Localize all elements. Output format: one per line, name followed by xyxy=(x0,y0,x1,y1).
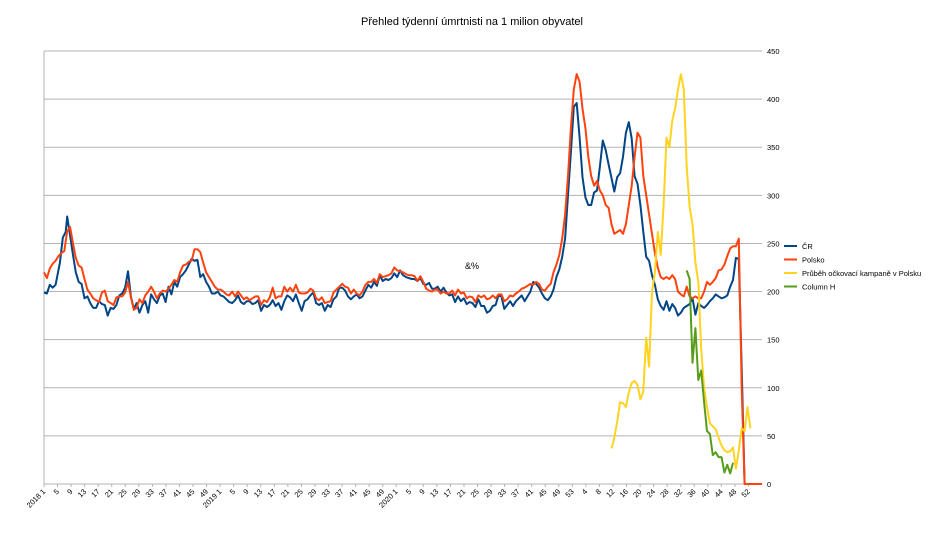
legend: ČR Polsko Průběh očkovací kampaně v Polsku… xyxy=(784,242,921,292)
series-line-2 xyxy=(610,73,752,470)
y-tick-label: 400 xyxy=(767,95,780,104)
x-tick-label: 25 xyxy=(293,487,305,499)
x-tick-label: 25 xyxy=(469,487,481,499)
x-tick-label: 41 xyxy=(171,487,183,499)
x-tick-label: 21 xyxy=(455,487,467,499)
x-tick-label: 16 xyxy=(618,487,630,499)
x-tick-label: 2018 1 xyxy=(25,487,48,510)
x-tick-label: 17 xyxy=(89,487,101,499)
x-tick-label: 37 xyxy=(333,487,345,499)
gridlines xyxy=(44,50,762,485)
x-tick-label: 13 xyxy=(252,487,264,499)
x-tick-label: 13 xyxy=(76,487,88,499)
x-tick-label: 33 xyxy=(320,487,332,499)
x-tick-label: 29 xyxy=(482,487,494,499)
x-tick-label: 5 xyxy=(228,487,237,496)
x-tick-label: 17 xyxy=(265,487,277,499)
y-tick-label: 150 xyxy=(767,336,780,345)
chart-title: Přehled týdenní úmrtnisti na 1 milion ob… xyxy=(361,16,583,28)
x-tick-label: 37 xyxy=(157,487,169,499)
x-tick-label: 33 xyxy=(496,487,508,499)
y-tick-label: 50 xyxy=(767,432,775,441)
chart-annotation: &% xyxy=(465,261,479,271)
x-tick-label: 33 xyxy=(144,487,156,499)
x-tick-label: 25 xyxy=(116,487,128,499)
y-tick-label: 0 xyxy=(767,480,771,489)
series-lines xyxy=(43,73,762,485)
x-tick-label: 28 xyxy=(658,487,670,499)
x-tick-label: 9 xyxy=(241,487,250,496)
x-tick-label: 53 xyxy=(563,487,575,499)
x-tick-label: 45 xyxy=(536,487,548,499)
legend-label: Column H xyxy=(802,283,835,292)
x-tick-label: 32 xyxy=(672,487,684,499)
x-tick-label: 37 xyxy=(509,487,521,499)
x-tick-label: 24 xyxy=(645,487,657,499)
x-tick-label: 5 xyxy=(52,487,61,496)
x-tick-label: 45 xyxy=(184,487,196,499)
x-tick-label: 13 xyxy=(428,487,440,499)
y-tick-label: 300 xyxy=(767,191,780,200)
x-tick-label: 17 xyxy=(442,487,454,499)
y-tick-label: 450 xyxy=(767,47,780,56)
x-tick-label: 21 xyxy=(103,487,115,499)
x-tick-label: 29 xyxy=(306,487,318,499)
x-tick-label: 9 xyxy=(417,487,426,496)
legend-label: ČR xyxy=(802,242,813,251)
y-tick-label: 100 xyxy=(767,384,780,393)
x-tick-label: 41 xyxy=(347,487,359,499)
x-tick-label: 9 xyxy=(65,487,74,496)
x-tick-label: 4 xyxy=(580,487,589,496)
legend-label: Průběh očkovací kampaně v Polsku xyxy=(802,269,921,278)
x-tick-label: 36 xyxy=(685,487,697,499)
x-tick-label: 44 xyxy=(713,487,725,499)
x-tick-label: 45 xyxy=(360,487,372,499)
y-tick-label: 200 xyxy=(767,288,780,297)
y-tick-label: 350 xyxy=(767,143,780,152)
series-line-0 xyxy=(43,102,746,485)
x-tick-label: 48 xyxy=(726,487,738,499)
legend-label: Polsko xyxy=(802,256,825,265)
x-tick-label: 41 xyxy=(523,487,535,499)
x-tick-label: 12 xyxy=(604,487,616,499)
x-tick-label: 40 xyxy=(699,487,711,499)
x-tick-label: 52 xyxy=(740,487,752,499)
x-tick-label: 20 xyxy=(631,487,643,499)
x-tick-label: 29 xyxy=(130,487,142,499)
x-tick-label: 21 xyxy=(279,487,291,499)
x-tick-label: 49 xyxy=(550,487,562,499)
series-line-1 xyxy=(43,73,762,485)
x-tick-label: 8 xyxy=(594,487,603,496)
series-line-3 xyxy=(685,270,734,475)
x-tick-label: 5 xyxy=(404,487,413,496)
y-tick-label: 250 xyxy=(767,239,780,248)
